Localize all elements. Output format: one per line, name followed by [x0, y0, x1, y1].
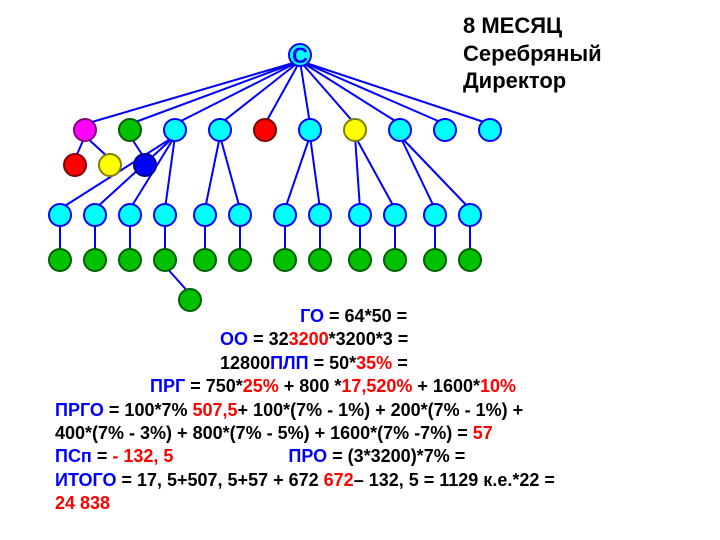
title-block: 8 МЕСЯЦ Серебряный Директор	[463, 12, 602, 95]
calc-seg: + 100*(7% - 1%) + 200*(7% - 1%) +	[238, 400, 524, 420]
calc-seg: - 132, 5	[112, 446, 173, 466]
calc-seg: 672	[324, 470, 354, 490]
calc-seg: 24 838	[55, 493, 110, 513]
tree-node	[84, 204, 106, 226]
calc-seg: *3200*3 =	[329, 329, 409, 349]
tree-node	[194, 204, 216, 226]
tree-node	[74, 119, 96, 141]
title-line-1: 8 МЕСЯЦ	[463, 13, 562, 38]
calc-seg: = (3*3200)*7% =	[327, 446, 465, 466]
calc-seg	[55, 306, 300, 326]
tree-node	[274, 204, 296, 226]
tree-node	[49, 249, 71, 271]
calculation-block: ГО = 64*50 = ОО = 323200*3200*3 = 12800П…	[55, 305, 675, 516]
tree-node	[309, 249, 331, 271]
calc-seg	[173, 446, 288, 466]
tree-node	[309, 204, 331, 226]
title-line-2: Серебряный	[463, 41, 602, 66]
calc-line: ИТОГО = 17, 5+507, 5+57 + 672 672– 132, …	[55, 469, 675, 492]
calc-seg: = 50*	[309, 353, 357, 373]
calc-seg: =	[392, 353, 408, 373]
tree-node	[49, 204, 71, 226]
calc-seg: = 64*50 =	[324, 306, 407, 326]
tree-node	[459, 249, 481, 271]
root-label: С	[292, 42, 308, 70]
calc-seg: =	[92, 446, 113, 466]
calc-seg: ОО	[220, 329, 248, 349]
calc-seg: 3200	[289, 329, 329, 349]
tree-node	[349, 204, 371, 226]
tree-node	[229, 204, 251, 226]
calc-seg: ИТОГО	[55, 470, 116, 490]
tree-node	[119, 119, 141, 141]
tree-node	[119, 204, 141, 226]
calc-seg: = 32	[248, 329, 289, 349]
calc-seg: 20%	[376, 376, 412, 396]
tree-node	[344, 119, 366, 141]
calc-line: ПРГ = 750*25% + 800 *17,520% + 1600*10%	[55, 375, 675, 398]
calc-seg: = 750*	[185, 376, 243, 396]
calc-seg	[55, 329, 220, 349]
calc-seg: 400*(7% - 3%) + 800*(7% - 5%) + 1600*(7%…	[55, 423, 473, 443]
calc-seg: 25%	[243, 376, 279, 396]
calc-seg: + 1600*	[412, 376, 480, 396]
tree-node	[209, 119, 231, 141]
calc-seg	[55, 376, 150, 396]
tree-node	[424, 249, 446, 271]
tree-node	[389, 119, 411, 141]
tree-node	[134, 154, 156, 176]
calc-seg: 12800	[55, 353, 270, 373]
calc-line: ОО = 323200*3200*3 =	[55, 328, 675, 351]
calc-seg: 10%	[480, 376, 516, 396]
calc-seg: ПРГ	[150, 376, 185, 396]
tree-node	[384, 249, 406, 271]
calc-seg: ПСп	[55, 446, 92, 466]
calc-line: ГО = 64*50 =	[55, 305, 675, 328]
calc-seg: = 17, 5+507, 5+57 + 672	[116, 470, 323, 490]
tree-node	[434, 119, 456, 141]
tree-node	[194, 249, 216, 271]
calc-seg: + 800 *	[279, 376, 342, 396]
calc-line: 24 838	[55, 492, 675, 515]
calc-seg: ПРГО	[55, 400, 104, 420]
calc-line: 400*(7% - 3%) + 800*(7% - 5%) + 1600*(7%…	[55, 422, 675, 445]
tree-node	[99, 154, 121, 176]
tree-node	[119, 249, 141, 271]
tree-node	[479, 119, 501, 141]
calc-seg: – 132, 5 = 1129 к.е.*22 =	[354, 470, 555, 490]
tree-node	[424, 204, 446, 226]
calc-line: ПСп = - 132, 5 ПРО = (3*3200)*7% =	[55, 445, 675, 468]
tree-node	[229, 249, 251, 271]
calc-seg: 17,5	[341, 376, 376, 396]
calc-line: ПРГО = 100*7% 507,5+ 100*(7% - 1%) + 200…	[55, 399, 675, 422]
calc-seg: 57	[473, 423, 493, 443]
calc-line: 12800ПЛП = 50*35% =	[55, 352, 675, 375]
tree-node	[64, 154, 86, 176]
calc-seg: = 100*7%	[104, 400, 193, 420]
title-line-3: Директор	[463, 68, 566, 93]
calc-seg: ПРО	[288, 446, 327, 466]
calc-seg: 35%	[356, 353, 392, 373]
tree-node	[154, 249, 176, 271]
tree-node	[459, 204, 481, 226]
tree-node	[274, 249, 296, 271]
tree-node	[84, 249, 106, 271]
tree-node	[384, 204, 406, 226]
calc-seg: ГО	[300, 306, 324, 326]
tree-node	[349, 249, 371, 271]
tree-node	[154, 204, 176, 226]
tree-node	[299, 119, 321, 141]
tree-node	[164, 119, 186, 141]
tree-node	[254, 119, 276, 141]
calc-seg: 507,5	[193, 400, 238, 420]
calc-seg: ПЛП	[270, 353, 309, 373]
